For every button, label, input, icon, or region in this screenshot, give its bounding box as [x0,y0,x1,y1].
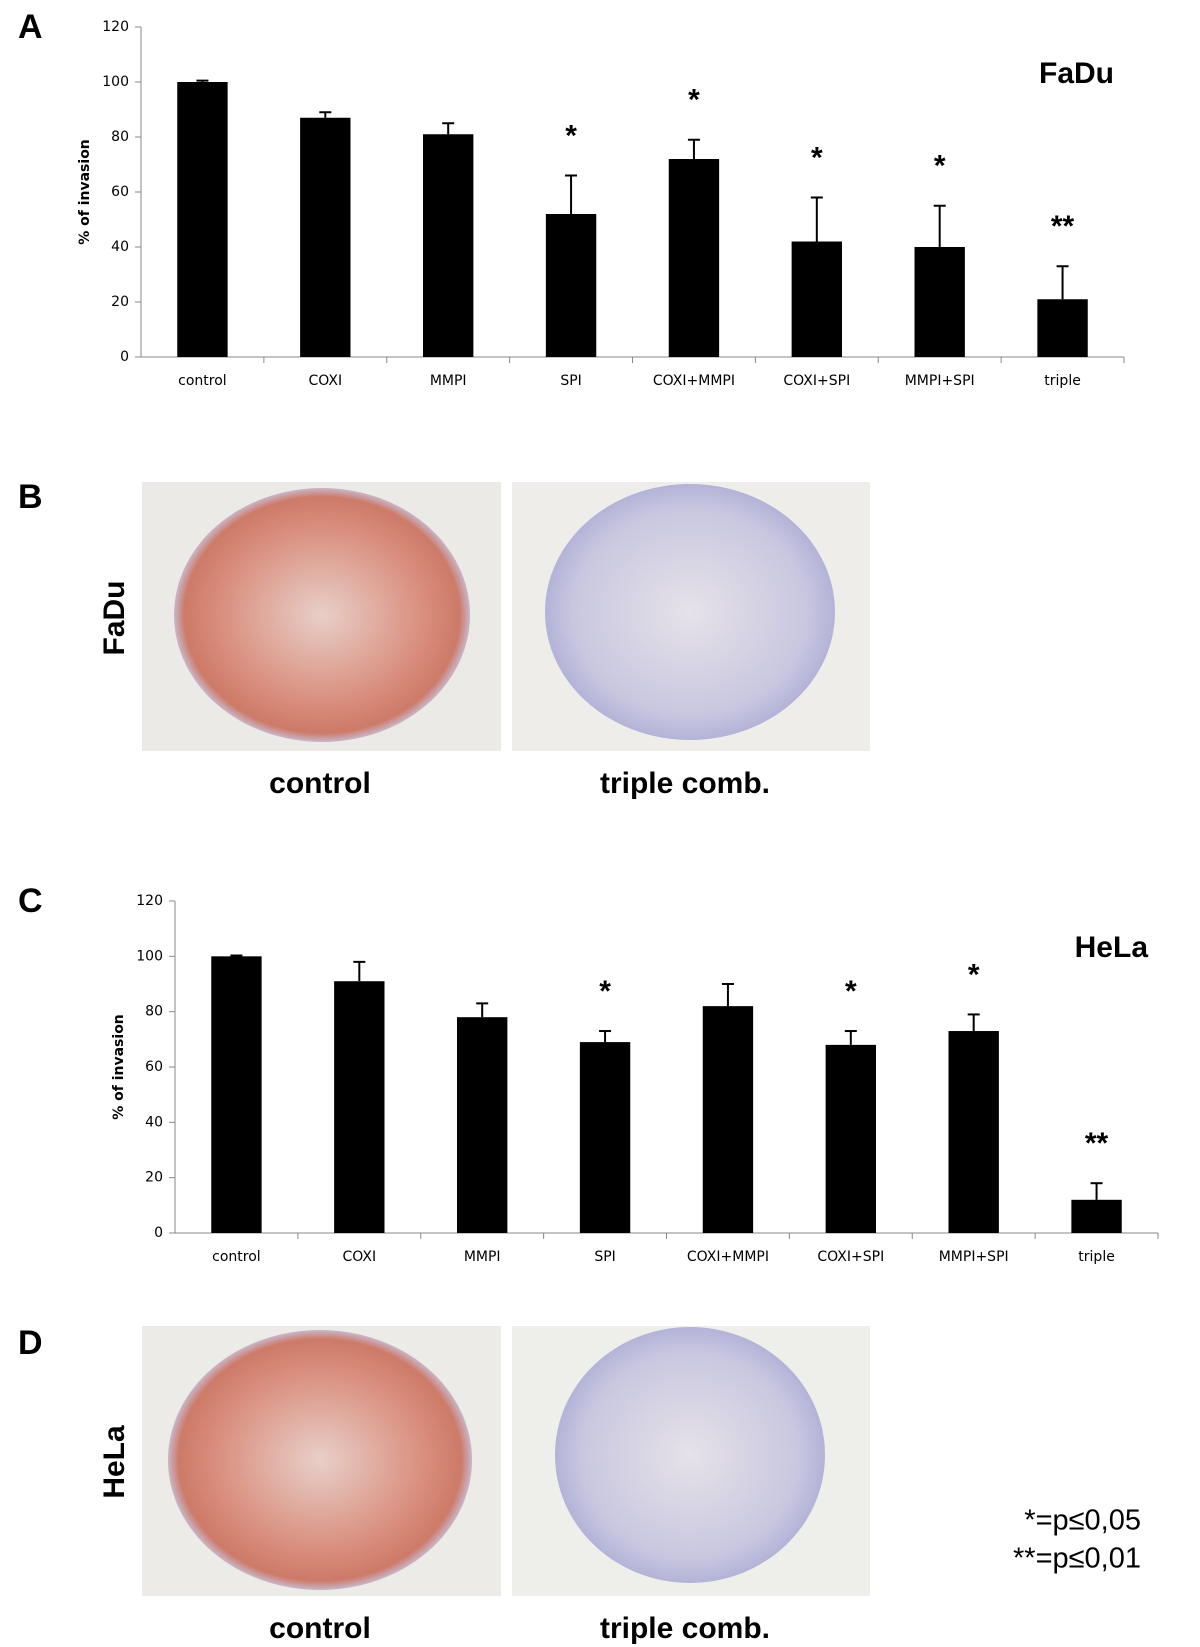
y-tick-label: 60 [145,1059,163,1075]
x-tick-label: COXI+SPI [783,373,850,389]
x-tick-label: COXI+SPI [817,1249,884,1265]
spheroid [168,1330,472,1590]
spheroid [545,484,835,740]
y-tick-label: 20 [145,1170,163,1186]
y-tick-label: 20 [111,294,129,310]
y-axis-label: % of invasion [111,1014,127,1120]
panel-letter: C [18,882,43,920]
significance-legend: **=p≤0,01 [1013,1543,1141,1575]
bar [948,1031,999,1233]
significance-mark: * [811,141,823,174]
y-tick-label: 100 [136,948,163,964]
bar [300,117,351,357]
bar [791,241,843,357]
bar [1071,1199,1122,1233]
bar [825,1044,877,1233]
spheroid [174,488,470,742]
bar [702,1006,754,1233]
image-caption: triple comb. [600,767,770,800]
y-tick-label: 40 [111,239,129,255]
x-tick-label: MMPI [430,373,467,389]
x-tick-label: MMPI [464,1249,501,1265]
x-tick-label: MMPI+SPI [939,1249,1009,1265]
y-axis-label: % of invasion [77,139,93,245]
x-tick-label: COXI [309,373,343,389]
y-tick-label: 0 [120,349,129,365]
significance-mark: * [565,119,577,152]
spheroid [555,1327,825,1583]
x-tick-label: control [178,373,227,389]
y-tick-label: 120 [136,893,163,909]
panel-letter: A [18,8,43,46]
significance-mark: * [688,84,700,117]
chart-title: FaDu [1039,57,1114,90]
x-tick-label: control [212,1249,261,1265]
x-tick-label: triple [1078,1249,1115,1265]
x-tick-label: COXI [343,1249,377,1265]
bar [422,134,474,357]
y-tick-label: 120 [102,19,129,35]
bar [545,214,597,357]
y-tick-label: 100 [102,74,129,90]
y-tick-label: 0 [154,1225,163,1241]
panel-letter: B [18,478,43,516]
significance-mark: ** [1085,1127,1109,1160]
bar [177,82,228,357]
significance-mark: * [845,975,857,1008]
y-tick-label: 80 [145,1004,163,1020]
bar [579,1042,631,1233]
bar [456,1017,508,1233]
y-tick-label: 60 [111,184,129,200]
image-caption: control [269,767,371,800]
x-tick-label: MMPI+SPI [905,373,975,389]
bar [1037,299,1088,357]
row-label: HeLa [98,1425,131,1499]
x-tick-label: triple [1044,373,1081,389]
x-tick-label: COXI+MMPI [687,1249,769,1265]
micrograph-group [142,482,870,1596]
x-tick-label: SPI [560,373,581,389]
row-label: FaDu [98,581,131,656]
significance-legend: *=p≤0,05 [1024,1505,1141,1537]
significance-mark: ** [1051,210,1075,243]
bar [334,981,385,1233]
image-caption: control [269,1612,371,1645]
y-tick-label: 40 [145,1114,163,1130]
bar [668,159,720,357]
bar [211,956,262,1233]
x-tick-label: SPI [594,1249,615,1265]
panel-letter: D [18,1324,43,1362]
significance-mark: * [934,150,946,183]
significance-mark: * [599,975,611,1008]
chart-title: HeLa [1075,931,1149,964]
bar [914,247,965,357]
image-caption: triple comb. [600,1612,770,1645]
y-tick-label: 80 [111,129,129,145]
x-tick-label: COXI+MMPI [653,373,735,389]
significance-mark: * [968,958,980,991]
